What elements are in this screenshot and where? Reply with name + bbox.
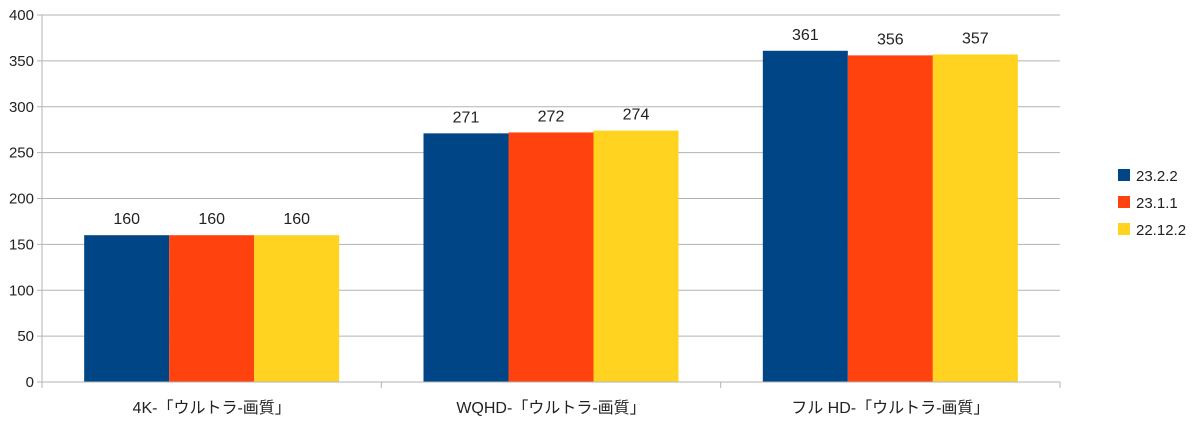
data-label: 361: [792, 27, 819, 44]
x-category-label: WQHD-「ウルトラ-画質」: [456, 399, 645, 417]
bar: [932, 54, 1018, 382]
data-label: 160: [113, 211, 140, 228]
y-tick-label: 100: [9, 282, 34, 299]
y-tick-label: 200: [9, 191, 34, 208]
y-tick-label: 150: [9, 236, 34, 253]
data-label: 274: [623, 107, 650, 124]
data-label: 271: [453, 109, 480, 126]
data-label: 272: [538, 108, 565, 125]
data-label: 357: [962, 30, 989, 47]
y-axis-ticks: 0 50 100 150 200 250 300 350 400: [9, 7, 42, 391]
bar: [84, 235, 170, 382]
legend-swatch: [1118, 169, 1130, 181]
y-tick-label: 50: [17, 328, 34, 345]
bar: [423, 133, 509, 382]
y-tick-label: 350: [9, 53, 34, 70]
bar: [593, 130, 679, 382]
data-label: 160: [198, 211, 225, 228]
bar: [254, 235, 340, 382]
y-tick-label: 300: [9, 99, 34, 116]
legend-label: 23.1.1: [1136, 195, 1178, 212]
bar: [847, 55, 933, 383]
data-label: 160: [283, 211, 310, 228]
data-labels: 160 160 160 271 272 274 361 356 357: [113, 27, 988, 228]
data-label: 356: [877, 31, 904, 48]
y-tick-label: 250: [9, 145, 34, 162]
y-tick-label: 400: [9, 7, 34, 24]
legend-label: 22.12.2: [1136, 222, 1186, 239]
legend: 23.2.2 23.1.1 22.12.2: [1118, 168, 1186, 239]
legend-swatch: [1118, 223, 1130, 235]
x-category-label: フル HD-「ウルトラ-画質」: [791, 399, 989, 417]
legend-swatch: [1118, 196, 1130, 208]
x-axis-categories: 4K-「ウルトラ-画質」 WQHD-「ウルトラ-画質」 フル HD-「ウルトラ-画質…: [41, 382, 1061, 417]
bar: [508, 132, 594, 382]
legend-label: 23.2.2: [1136, 168, 1178, 185]
x-category-label: 4K-「ウルトラ-画質」: [133, 399, 291, 417]
axes: [41, 15, 1060, 383]
bar: [762, 50, 848, 382]
bar: [169, 235, 255, 382]
bars: [84, 50, 1018, 383]
y-tick-label: 0: [26, 374, 34, 391]
